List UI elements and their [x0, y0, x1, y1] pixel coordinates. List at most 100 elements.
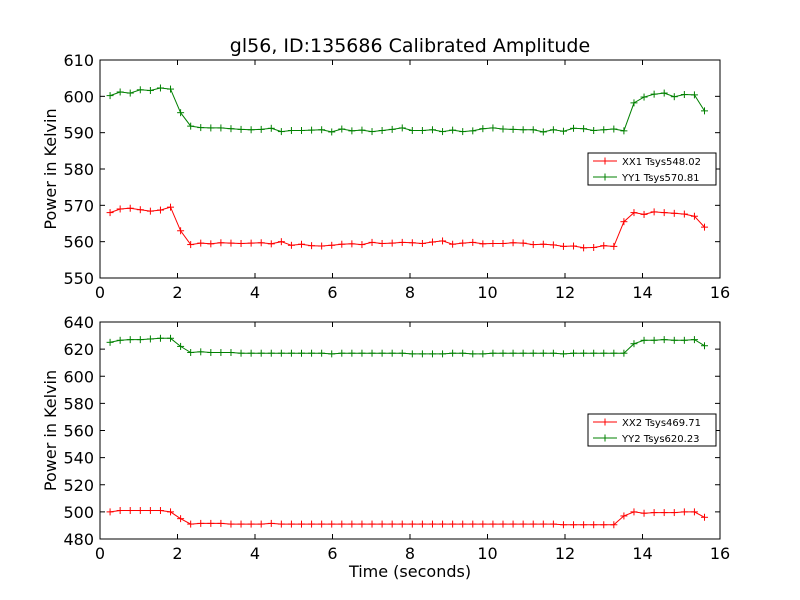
data-point — [539, 520, 547, 528]
data-point — [519, 349, 527, 357]
data-point — [298, 349, 305, 357]
data-point — [580, 244, 588, 252]
data-point — [509, 239, 517, 247]
data-point — [600, 126, 608, 134]
data-point — [308, 520, 316, 528]
data-point — [217, 349, 225, 357]
data-point — [469, 238, 477, 246]
data-point — [247, 239, 255, 247]
data-point — [308, 242, 316, 250]
data-point — [549, 349, 557, 357]
data-point — [559, 521, 567, 529]
data-point — [177, 109, 185, 117]
data-point — [600, 349, 608, 357]
data-point — [670, 209, 678, 217]
data-point — [428, 126, 436, 134]
data-point — [328, 350, 336, 358]
data-point — [318, 126, 326, 134]
data-point — [136, 206, 144, 214]
data-point — [408, 126, 416, 134]
x-tick-label: 2 — [172, 283, 182, 302]
data-point — [439, 350, 447, 358]
data-point — [156, 206, 164, 214]
bottom-plot-series — [106, 334, 708, 529]
data-point — [559, 350, 567, 358]
data-point — [106, 92, 114, 100]
data-point — [217, 519, 225, 527]
data-point — [388, 520, 396, 528]
data-point — [570, 124, 578, 132]
x-tick-label: 10 — [477, 544, 497, 563]
data-point — [469, 350, 477, 358]
data-point — [267, 124, 275, 132]
x-tick-label: 6 — [327, 283, 337, 302]
data-point — [227, 520, 235, 528]
data-point — [358, 126, 366, 134]
x-tick-label: 12 — [555, 283, 575, 302]
data-point — [287, 241, 295, 249]
data-point — [701, 223, 708, 231]
data-point — [549, 241, 557, 249]
data-point — [328, 241, 336, 249]
y-tick-label: 580 — [63, 160, 94, 179]
data-point — [116, 507, 124, 515]
data-point — [570, 349, 578, 357]
data-point — [348, 520, 356, 528]
data-point — [287, 126, 295, 134]
top-y-axis-label: Power in Kelvin — [41, 108, 60, 229]
data-point — [217, 239, 225, 247]
data-point — [428, 238, 436, 246]
x-tick-label: 0 — [95, 544, 105, 563]
data-point — [580, 349, 588, 357]
data-point — [439, 237, 447, 245]
data-point — [388, 349, 396, 357]
data-point — [479, 125, 487, 133]
bottom-y-axis-label: Power in Kelvin — [41, 370, 60, 491]
data-point — [459, 520, 467, 528]
data-point — [620, 127, 628, 135]
data-point — [136, 336, 144, 344]
data-point — [630, 99, 638, 107]
data-point — [277, 520, 285, 528]
x-tick-label: 16 — [710, 544, 730, 563]
data-point — [136, 507, 144, 515]
data-point — [640, 210, 648, 218]
data-point — [348, 240, 356, 248]
data-point — [449, 349, 457, 357]
data-point — [237, 125, 245, 133]
data-point — [620, 349, 628, 357]
data-point — [167, 508, 175, 516]
data-point — [116, 88, 124, 96]
data-point — [257, 520, 265, 528]
data-point — [237, 520, 245, 528]
data-point — [509, 349, 517, 357]
data-point — [146, 335, 154, 343]
data-point — [428, 350, 436, 358]
data-point — [368, 238, 376, 246]
data-point — [378, 239, 386, 247]
data-point — [146, 207, 154, 215]
data-point — [549, 126, 557, 134]
data-point — [287, 349, 295, 357]
x-tick-label: 14 — [632, 544, 652, 563]
data-point — [590, 126, 598, 134]
y-tick-label: 560 — [63, 422, 94, 441]
data-point — [610, 349, 618, 357]
data-point — [680, 336, 688, 344]
data-point — [267, 349, 275, 357]
top-plot-series — [106, 84, 708, 252]
data-point — [398, 520, 406, 528]
data-point — [690, 91, 698, 99]
top-plot-ticks: 0 2 4 6 8 10 12 14 16 550 560 570 580 590 600 610 — [63, 51, 730, 302]
data-point — [167, 334, 175, 342]
data-point — [197, 124, 205, 132]
data-point — [338, 520, 346, 528]
data-point — [257, 349, 265, 357]
data-point — [378, 126, 386, 134]
legend-entry: YY1 Tsys570.81 — [593, 173, 700, 184]
data-point — [237, 349, 245, 357]
data-point — [318, 520, 326, 528]
data-point — [217, 124, 225, 132]
data-point — [378, 520, 386, 528]
legend-label: XX2 Tsys469.71 — [622, 418, 701, 429]
